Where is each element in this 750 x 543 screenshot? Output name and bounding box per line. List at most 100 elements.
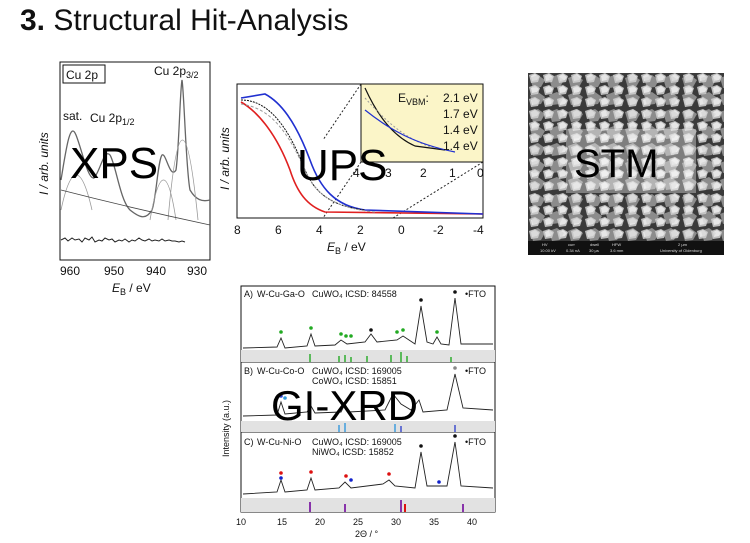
ups-xtick: -2 <box>433 223 444 237</box>
stm-footer-text: HFW <box>612 242 621 247</box>
xrd-ref-lines <box>338 423 456 432</box>
ups-zoom-line-top <box>322 83 362 141</box>
stm-footer-bar <box>528 241 724 255</box>
ups-inset-xtick: 0 <box>477 166 484 180</box>
xps-overlay-label: XPS <box>70 139 158 188</box>
xps-panel: Cu 2p Cu 2p3/2 sat. Cu 2p1/2 I / arb. un… <box>37 61 211 297</box>
xps-sat-label: sat. <box>63 109 82 123</box>
ups-vbm-value: 1.4 eV <box>443 139 478 153</box>
ups-vbm-value: 2.1 eV <box>443 91 478 105</box>
stm-footer-text: curr <box>568 242 576 247</box>
xps-xticks: 960 950 940 930 <box>60 264 207 278</box>
xrd-xtick: 25 <box>353 517 363 527</box>
xrd-ref-label: CoWO₄ ICSD: 15851 <box>312 376 397 386</box>
xrd-xtick: 10 <box>236 517 246 527</box>
ups-curve-gray <box>240 103 376 213</box>
xrd-panel-label: B) <box>244 366 253 376</box>
slide-title: 3. Structural Hit-Analysis <box>20 4 348 38</box>
ups-curve-blue <box>240 93 484 215</box>
ups-xtick: 2 <box>357 223 364 237</box>
ups-zoom-line-left <box>322 161 362 219</box>
ups-xtick: 0 <box>398 223 405 237</box>
xrd-ref-label: CuWO₄ ICSD: 169005 <box>312 366 402 376</box>
ups-xtick: 6 <box>275 223 282 237</box>
stm-overlay-label: STM <box>574 142 658 186</box>
xps-peak-half-label: Cu 2p1/2 <box>90 111 135 127</box>
ups-inset-curve-blue <box>364 109 456 153</box>
xrd-xtick: 35 <box>429 517 439 527</box>
xps-fit-2 <box>149 179 177 221</box>
xrd-xtick: 40 <box>467 517 477 527</box>
xps-fit-3 <box>167 139 199 221</box>
xrd-peak-markers <box>279 290 457 484</box>
xrd-sample-label: W-Cu-Co-O <box>257 366 304 376</box>
ups-curve-red <box>240 101 484 215</box>
xrd-panel-label: A) <box>244 289 253 299</box>
xps-cu2p-label: Cu 2p <box>66 68 98 82</box>
xrd-xtick: 20 <box>315 517 325 527</box>
ups-zoom-line-right <box>392 161 484 219</box>
xrd-pattern-b <box>242 373 494 417</box>
xps-xtick: 940 <box>146 264 166 278</box>
xps-frame <box>59 61 211 261</box>
xrd-fto-label: •FTO <box>465 289 486 299</box>
ups-vbm-label: EVBM: <box>398 91 429 107</box>
ups-overlay-label: UPS <box>297 141 387 190</box>
xps-peak-main-label: Cu 2p3/2 <box>154 64 199 80</box>
stm-footer-text: 30 µs <box>589 248 599 253</box>
xrd-sample-label: W-Cu-Ga-O <box>257 289 305 299</box>
ups-xtick: 4 <box>316 223 323 237</box>
xrd-ref-lines <box>309 500 464 512</box>
ups-xtick: -4 <box>473 223 484 237</box>
ups-curve-black <box>240 99 366 211</box>
xrd-fto-label: •FTO <box>465 366 486 376</box>
xrd-ylabel: Intensity (a.u.) <box>221 400 231 457</box>
ups-inset-xticks: 4 3 2 1 0 <box>353 166 484 180</box>
stm-highlight <box>566 129 696 193</box>
ups-inset-xtick: 2 <box>420 166 427 180</box>
ups-inset-xtick: 3 <box>385 166 392 180</box>
xrd-ref-label: CuWO₄ ICSD: 84558 <box>312 289 397 299</box>
xps-xtick: 950 <box>104 264 124 278</box>
ups-xticks: 8 6 4 2 0 -2 -4 <box>234 223 484 237</box>
stm-panel: HV curr dwell HFW 10.00 kV 0.34 nA 30 µs… <box>528 73 724 255</box>
xrd-ref-lines <box>309 352 452 362</box>
ups-inset-curve-gray <box>364 97 436 149</box>
stm-image-texture <box>528 73 724 241</box>
stm-footer-text: University of Oldenburg <box>660 248 702 253</box>
xrd-panel-label: C) <box>244 437 254 447</box>
ups-ylabel: I / arb. units <box>218 127 232 190</box>
xps-xlabel: EB / eV <box>112 281 151 297</box>
ups-inset-xtick: 4 <box>353 166 360 180</box>
ups-vbm-value: 1.4 eV <box>443 123 478 137</box>
ups-inset-xtick: 1 <box>449 166 456 180</box>
xrd-overlay-label: GI-XRD <box>271 382 418 429</box>
xrd-xticks: 10 15 20 25 30 35 40 <box>236 517 477 527</box>
xrd-ref-label: NiWO₄ ICSD: 15852 <box>312 447 394 457</box>
ups-vbm-value: 1.7 eV <box>443 107 478 121</box>
stm-footer-text: 2 µm <box>678 242 688 247</box>
ups-inset <box>360 83 484 163</box>
xrd-ref-band <box>241 421 495 432</box>
stm-footer-text: HV <box>542 242 548 247</box>
xrd-pattern-a <box>242 297 493 349</box>
ups-panel: I / arb. units 4 3 2 1 0 EVBM: 2.1 eV 1.… <box>218 83 484 256</box>
xrd-ref-band <box>241 498 495 512</box>
ups-xtick: 8 <box>234 223 241 237</box>
stm-footer-text: 0.34 nA <box>566 248 580 253</box>
xps-residual <box>60 236 186 243</box>
ups-xlabel: EB / eV <box>327 240 366 256</box>
xrd-sample-label: W-Cu-Ni-O <box>257 437 301 447</box>
stm-footer: HV curr dwell HFW 10.00 kV 0.34 nA 30 µs… <box>540 242 702 253</box>
ups-inset-curve-black <box>364 87 446 151</box>
stm-footer-text: 3.6 mm <box>610 248 624 253</box>
xrd-pattern-c <box>242 441 494 495</box>
xrd-ref-label: CuWO₄ ICSD: 169005 <box>312 437 402 447</box>
xps-xtick: 930 <box>187 264 207 278</box>
xrd-panel: A) W-Cu-Ga-O CuWO₄ ICSD: 84558 •FTO B) W… <box>221 285 496 539</box>
xrd-ref-band <box>241 350 495 362</box>
xrd-xtick: 15 <box>277 517 287 527</box>
xps-xtick: 960 <box>60 264 80 278</box>
xps-spectrum <box>60 79 211 218</box>
stm-footer-text: dwell <box>590 242 599 247</box>
